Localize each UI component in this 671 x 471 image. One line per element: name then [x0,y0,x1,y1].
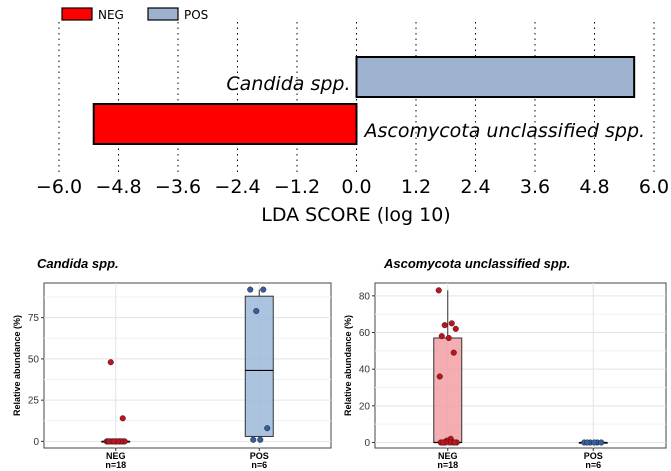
lda-x-tick-label: −1.2 [274,176,320,198]
data-point-neg [119,415,126,422]
data-point-pos [598,439,605,446]
data-point-neg [445,334,452,342]
y-axis-title: Relative abundance (%) [12,315,22,416]
x-category-n-label: n=18 [437,460,458,470]
lda-bars: Candida spp. Ascomycota unclassified spp. [92,56,646,145]
lda-x-tick-label: 6.0 [639,176,669,198]
legend-swatch-pos [147,7,179,21]
lda-x-tick-label: 4.8 [579,176,609,198]
plot-panel-border [374,282,667,449]
data-point-pos [264,425,271,432]
y-tick-label: 60 [359,328,371,339]
boxplot-candida-title: Candida spp. [37,256,119,271]
lda-x-tick-label: 2.4 [460,176,490,198]
lda-x-tick-labels: −6.0 −4.8 −3.6 −2.4 −1.2 0.0 1.2 2.4 3.6 4.8 6.0 [36,176,669,198]
lda-bar-label: Ascomycota unclassified spp. [363,120,646,142]
lda-x-tick-label: −3.6 [155,176,201,198]
data-point-pos [247,286,254,293]
x-category-label: NEG [106,451,126,461]
x-category-label: NEG [438,451,458,461]
data-point-pos [260,286,267,293]
data-point-neg [435,287,442,294]
y-tick-label: 20 [359,401,371,412]
y-tick-label: 75 [28,313,40,324]
x-category-label: POS [584,451,603,461]
data-point-neg [452,325,459,332]
x-category-n-label: n=6 [251,460,267,470]
data-point-neg [438,333,445,340]
lda-chart: NEG POS Candida spp. Ascomycota unclassifi… [36,7,669,226]
boxplot-ascomycota-title: Ascomycota unclassified spp. [383,256,570,271]
lda-x-tick-label: −6.0 [36,176,82,198]
data-point-pos [584,439,591,446]
legend-label-pos: POS [184,8,208,22]
y-tick-label: 50 [28,354,40,365]
data-point-neg [436,373,443,380]
data-point-neg [110,438,117,445]
data-point-neg [441,322,448,329]
legend-label-neg: NEG [98,8,124,22]
y-tick-label: 0 [33,437,39,448]
data-point-neg [450,349,457,356]
boxplot-ascomycota: Ascomycota unclassified spp. 0 20 40 60 80 Re… [343,256,667,470]
data-point-neg [107,359,114,366]
data-point-neg [451,439,458,446]
lda-x-tick-label: −4.8 [95,176,141,198]
data-point-neg [448,320,455,327]
y-axis-title: Relative abundance (%) [343,315,353,416]
data-point-pos [253,308,260,315]
y-tick-label: 25 [28,396,40,407]
lda-x-tick-label: 0.0 [341,176,371,198]
x-category-n-label: n=18 [105,460,126,470]
x-category-label: POS [250,451,269,461]
data-point-pos [250,436,257,443]
plot-panel-border [43,282,332,449]
lda-x-tick-label: 1.2 [401,176,431,198]
legend-swatch-neg [61,7,93,21]
data-point-pos [257,436,264,443]
lda-x-axis-title: LDA SCORE (log 10) [261,204,450,226]
x-category-n-label: n=6 [585,460,601,470]
lda-legend: NEG POS [61,7,208,22]
box-iqr-pos [244,295,274,437]
lda-x-tick-label: −2.4 [214,176,260,198]
lda-bar-label: Candida spp. [226,73,350,95]
y-tick-label: 80 [359,291,371,302]
box-iqr-neg [433,337,463,443]
y-tick-label: 40 [359,365,371,376]
boxplot-candida: Candida spp. 0 25 50 75 Relative abundance (… [12,256,332,470]
y-tick-label: 0 [364,438,370,449]
lda-bar-neg [92,103,358,145]
data-point-neg [439,439,446,446]
data-point-pos [591,439,598,446]
lda-bar-pos [355,56,636,98]
lda-x-tick-label: 3.6 [520,176,550,198]
